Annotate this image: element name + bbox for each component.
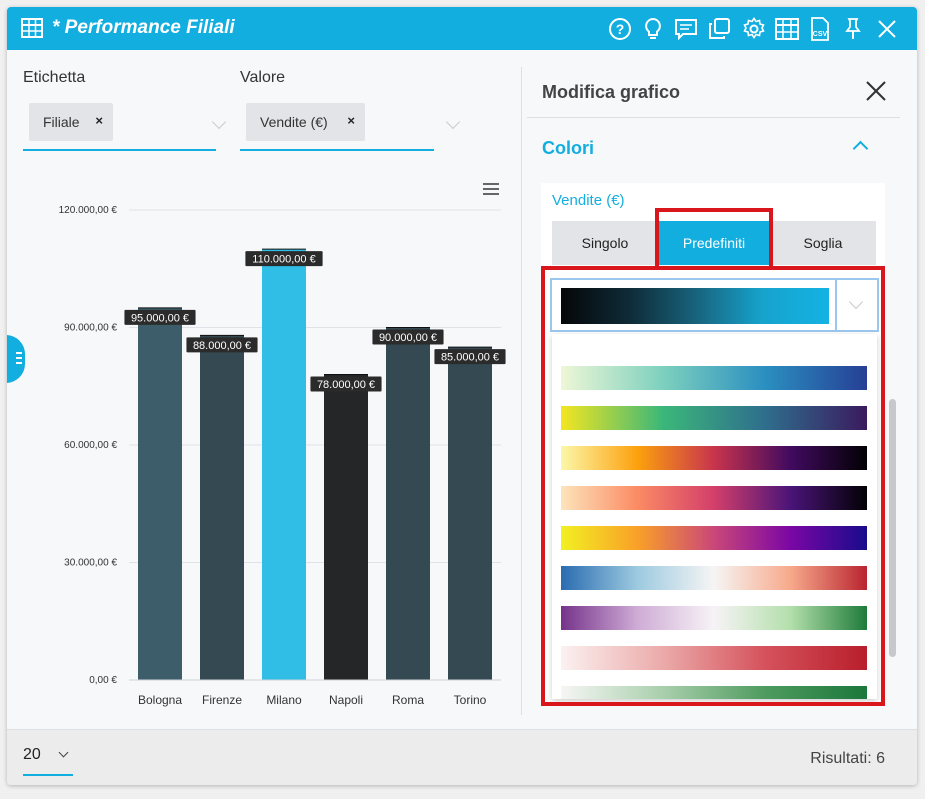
- data-label-bg: [186, 337, 258, 353]
- section-title: Colori: [542, 138, 594, 158]
- x-tick-label: Napoli: [329, 693, 363, 707]
- bar: [386, 327, 430, 680]
- value-field-title: Valore: [240, 69, 286, 86]
- side-panel-toggle[interactable]: [7, 335, 25, 383]
- palette-option[interactable]: [561, 646, 867, 670]
- pin-icon[interactable]: [840, 16, 866, 42]
- selected-palette: [561, 288, 829, 324]
- panel-divider: [521, 67, 522, 715]
- bar: [324, 374, 368, 680]
- y-tick-label: 0,00 €: [89, 675, 117, 686]
- chevron-down-icon[interactable]: [445, 114, 461, 130]
- divider: [835, 280, 837, 330]
- data-label: 88.000,00 €: [193, 340, 251, 352]
- data-label-bg: [124, 309, 196, 325]
- data-label: 110.000,00 €: [252, 254, 315, 266]
- chart-menu-icon[interactable]: [483, 183, 499, 195]
- palette-option[interactable]: [561, 606, 867, 630]
- bar: [262, 249, 306, 680]
- palette-option[interactable]: [561, 406, 867, 430]
- x-tick-label: Bologna: [138, 693, 182, 707]
- value-chip-remove[interactable]: ×: [347, 113, 355, 128]
- data-label-bg: [310, 376, 382, 392]
- bar: [138, 307, 182, 680]
- data-label: 95.000,00 €: [131, 312, 189, 324]
- data-label: 90.000,00 €: [379, 332, 437, 344]
- x-tick-label: Firenze: [202, 693, 242, 707]
- duplicate-icon[interactable]: [706, 16, 732, 42]
- value-chip: Vendite (€) ×: [246, 103, 365, 141]
- data-label: 85.000,00 €: [441, 352, 499, 364]
- y-tick-label: 30.000,00 €: [64, 558, 117, 569]
- page-size-select[interactable]: 20: [23, 746, 73, 776]
- lightbulb-icon[interactable]: [640, 16, 666, 42]
- chevron-down-icon[interactable]: [58, 747, 69, 758]
- series-label: Vendite (€): [552, 192, 625, 209]
- data-label-bg: [245, 251, 323, 267]
- y-tick-label: 60.000,00 €: [64, 440, 117, 451]
- editor-title: Modifica grafico: [542, 82, 681, 102]
- highlight-box: [541, 266, 885, 706]
- label-chip-remove[interactable]: ×: [95, 113, 103, 128]
- x-tick-label: Torino: [454, 693, 487, 707]
- x-tick-label: Milano: [266, 693, 302, 707]
- palette-option[interactable]: [561, 686, 867, 699]
- svg-text:CSV: CSV: [813, 31, 828, 38]
- value-field-select[interactable]: Vendite (€) ×: [240, 103, 461, 151]
- palette-option[interactable]: [561, 366, 867, 390]
- footer: 20 Risultati: 6: [7, 729, 917, 785]
- bar-chart: 0,00 € 30.000,00 € 60.000,00 € 90.000,00 € 1…: [59, 205, 506, 707]
- palette-dropdown[interactable]: [552, 334, 877, 699]
- help-icon[interactable]: ?: [607, 16, 633, 42]
- data-label-bg: [434, 349, 506, 365]
- label-chip-text: Filiale: [43, 114, 80, 130]
- bar: [200, 335, 244, 680]
- page-size-value: 20: [23, 746, 41, 763]
- value-chip-text: Vendite (€): [260, 114, 328, 130]
- tab-soglia[interactable]: Soglia: [770, 221, 876, 265]
- menu-icon: [16, 352, 22, 366]
- table-grid-icon: [21, 18, 43, 38]
- palette-select[interactable]: [550, 278, 879, 332]
- svg-text:?: ?: [616, 21, 625, 37]
- label-field-select[interactable]: Filiale ×: [23, 103, 227, 151]
- scrollbar[interactable]: [889, 399, 896, 657]
- divider: [527, 117, 900, 118]
- data-label-bg: [372, 329, 444, 345]
- palette-option[interactable]: [561, 566, 867, 590]
- palette-option[interactable]: [561, 486, 867, 510]
- y-tick-label: 120.000,00 €: [59, 205, 118, 216]
- x-tick-label: Roma: [392, 693, 424, 707]
- csv-export-icon[interactable]: CSV: [807, 16, 833, 42]
- label-field-title: Etichetta: [23, 69, 86, 86]
- highlight-box: [655, 208, 773, 270]
- window-title: * Performance Filiali: [52, 17, 235, 38]
- close-icon[interactable]: [874, 16, 900, 42]
- table-icon[interactable]: [774, 16, 800, 42]
- palette-option[interactable]: [561, 446, 867, 470]
- y-tick-label: 90.000,00 €: [64, 323, 117, 334]
- comment-icon[interactable]: [673, 16, 699, 42]
- chevron-down-icon[interactable]: [211, 114, 227, 130]
- title-bar: * Performance Filiali ? CSV: [7, 7, 917, 50]
- tab-predefiniti[interactable]: Predefiniti: [659, 221, 769, 265]
- bar: [448, 347, 492, 680]
- close-icon[interactable]: [865, 80, 887, 102]
- palette-option[interactable]: [561, 526, 867, 550]
- app-window: * Performance Filiali ? CSV Etichetta: [7, 7, 917, 785]
- results-count: Risultati: 6: [810, 750, 885, 767]
- gear-icon[interactable]: [741, 16, 767, 42]
- data-label: 78.000,00 €: [317, 379, 375, 391]
- label-chip: Filiale ×: [29, 103, 113, 141]
- tab-singolo[interactable]: Singolo: [552, 221, 658, 265]
